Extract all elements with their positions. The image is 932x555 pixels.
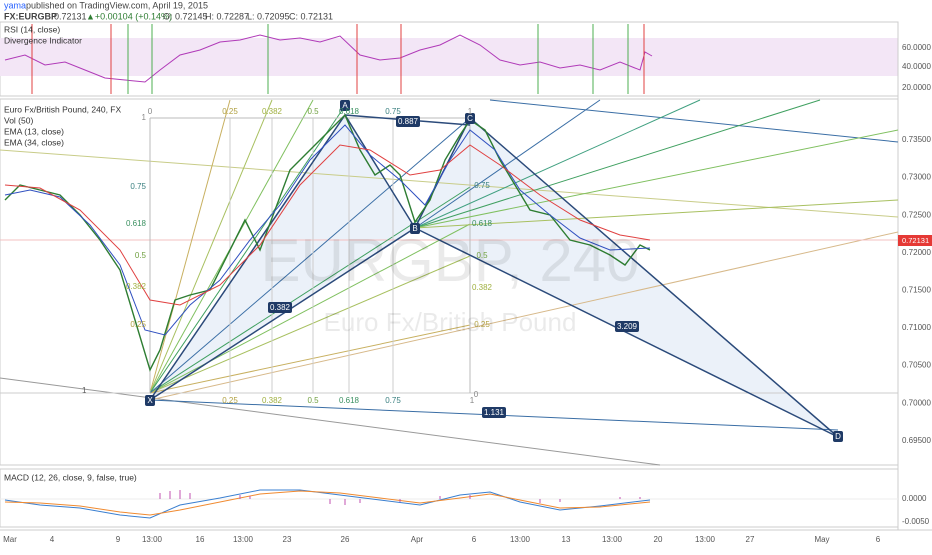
fib-label: 0.25 — [222, 107, 238, 116]
fib-label: 1 — [468, 107, 473, 116]
fib-label: 0.25 — [474, 320, 490, 329]
ratio-label: 3.209 — [617, 322, 638, 331]
price-axis-label: 0.71500 — [902, 286, 931, 295]
price-axis-label: 0.72500 — [902, 210, 931, 219]
fib-label: 0.382 — [472, 283, 493, 292]
price-axis-label: 0.73000 — [902, 173, 931, 182]
rsi-band — [0, 38, 898, 76]
high: H: 0.72287 — [205, 11, 249, 21]
rsi-line — [4, 34, 653, 83]
fib-label: 0.382 — [262, 107, 283, 116]
x-axis-label: 9 — [116, 535, 121, 544]
fib-label: 0.25 — [222, 396, 238, 405]
x-axis-label: 20 — [654, 535, 663, 544]
x-axis-label: 27 — [746, 535, 755, 544]
x-axis-label: 13:00 — [142, 535, 163, 544]
price-tag: 0.72131 — [902, 236, 929, 245]
rsi-axis-label: 40.0000 — [902, 62, 931, 71]
main-label: Vol (50) — [4, 115, 33, 125]
fib-label: 0.382 — [262, 396, 283, 405]
ratio-label: 0.382 — [270, 303, 291, 312]
close: C: 0.72131 — [289, 11, 333, 21]
watermark-sub: Euro Fx/British Pound — [324, 307, 577, 337]
x-axis-label: Mar — [3, 535, 17, 544]
fib-label: 1 — [142, 113, 147, 122]
x-axis-label: 23 — [283, 535, 292, 544]
macd-label: MACD (12, 26, close, 9, false, true) — [4, 472, 137, 482]
x-axis-label: 6 — [876, 535, 881, 544]
fib-label: 0.75 — [130, 182, 146, 191]
point-label: C — [467, 114, 473, 123]
last: 0.72131 — [54, 11, 87, 21]
generated: 0.73500 0.73000 0.72500 0.72000 0.71500 0.710… — [3, 101, 931, 544]
fib-label: 0.75 — [385, 396, 401, 405]
fib-label: 0.618 — [472, 219, 493, 228]
fib-label: 0.5 — [307, 107, 319, 116]
symbol: FX:EURGBP — [4, 11, 57, 21]
x-axis-label: 13 — [562, 535, 571, 544]
x-axis-label: 13:00 — [695, 535, 716, 544]
low: L: 0.72095 — [247, 11, 290, 21]
price-axis-label: 0.70000 — [902, 398, 931, 407]
fib-label: 0.75 — [474, 181, 490, 190]
price-line — [4, 113, 651, 372]
fib-label: 0 — [148, 107, 153, 116]
main-label: Euro Fx/British Pound, 240, FX — [4, 104, 121, 114]
point-label: X — [147, 396, 153, 405]
x-axis-label: 6 — [472, 535, 477, 544]
x-axis-label: 16 — [196, 535, 205, 544]
price-axis-label: 0.73500 — [902, 135, 931, 144]
price-axis-label: 0.70500 — [902, 361, 931, 370]
price-axis-label: 0.71000 — [902, 323, 931, 332]
fib-label: 0.618 — [126, 219, 147, 228]
fib-label: 0.5 — [307, 396, 319, 405]
fib-label: 0.382 — [126, 282, 147, 291]
watermark: EURGBP, 240 — [260, 227, 639, 294]
x-axis-label: 13:00 — [602, 535, 623, 544]
price-axis-label: 0.69500 — [902, 436, 931, 445]
open: O: 0.72145 — [163, 11, 208, 21]
price-axis-label: 0.72000 — [902, 248, 931, 257]
published: published on TradingView.com, April 19, … — [26, 0, 208, 10]
change: ▲+0.00104 (+0.14%) — [86, 11, 172, 21]
fib-label: 1 — [82, 386, 87, 395]
fib-label: 0.5 — [135, 251, 147, 260]
rsi-label: Divergence Indicator — [4, 35, 82, 45]
x-axis-label: 4 — [50, 535, 55, 544]
x-axis-label: 13:00 — [233, 535, 254, 544]
point-label: D — [835, 432, 841, 441]
macd-axis-label: -0.0050 — [902, 517, 930, 526]
x-axis-label: Apr — [411, 535, 424, 544]
fib-label: 0.25 — [130, 320, 146, 329]
x-axis-label: May — [814, 535, 829, 544]
point-label: A — [342, 101, 348, 110]
fib-label: 0.75 — [385, 107, 401, 116]
fib-label: 0.5 — [476, 251, 488, 260]
fib-label: 0.618 — [339, 396, 360, 405]
rsi-axis-label: 20.0000 — [902, 83, 931, 92]
ratio-label: 1.131 — [484, 408, 505, 417]
ratio-label: 0.887 — [398, 117, 419, 126]
x-axis-label: 26 — [341, 535, 350, 544]
drawings — [0, 21, 932, 531]
main-label: EMA (34, close) — [4, 137, 64, 147]
point-label: B — [412, 224, 417, 233]
main-label: EMA (13, close) — [4, 126, 64, 136]
fib-label: 0 — [474, 390, 479, 399]
rsi-label: RSI (14, close) — [4, 24, 60, 34]
x-axis-label: 13:00 — [510, 535, 531, 544]
fib-label: 0.618 — [339, 107, 360, 116]
rsi-axis-label: 60.0000 — [902, 43, 931, 52]
price-tag-bg — [898, 235, 932, 246]
macd-axis-label: 0.0000 — [902, 494, 927, 503]
user[interactable]: yama — [4, 0, 26, 10]
fib-label: 1 — [470, 396, 475, 405]
